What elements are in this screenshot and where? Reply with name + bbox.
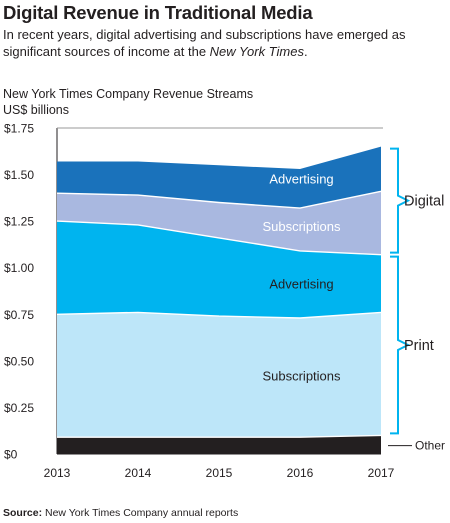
area-digital-subscriptions	[57, 191, 381, 255]
area-print-subscriptions	[57, 312, 381, 438]
separator-print-subscriptions	[56, 311, 382, 319]
source-text: New York Times Company annual reports	[42, 507, 239, 519]
y-tick-label: $1.75	[4, 122, 34, 136]
x-tick-label: 2017	[368, 466, 395, 480]
x-tick-label: 2015	[206, 466, 233, 480]
area-print-advertising	[57, 221, 381, 318]
area-digital-advertising	[57, 146, 381, 209]
y-tick-label: $0.25	[4, 401, 34, 415]
series-label-print-advertising: Advertising	[269, 277, 333, 292]
series-label-other: Other	[415, 439, 445, 453]
source-note: Source: New York Times Company annual re…	[3, 507, 238, 519]
series-label-print-subscriptions: Subscriptions	[262, 368, 341, 383]
y-tick-label: $1.50	[4, 168, 34, 182]
chart-title: New York Times Company Revenue Streams	[3, 87, 254, 101]
y-tick-label: $0.50	[4, 354, 34, 368]
x-tick-label: 2013	[44, 466, 71, 480]
separator-other	[57, 434, 382, 438]
y-tick-label: $1.00	[4, 261, 34, 275]
subtitle-text: In recent years, digital advertising and…	[3, 27, 406, 59]
separator-digital-subscriptions	[56, 190, 382, 209]
source-label: Source:	[3, 507, 43, 519]
subtitle-italic-text: New York Times	[209, 44, 304, 59]
page-title: Digital Revenue in Traditional Media	[3, 2, 313, 23]
separator-print-advertising	[56, 220, 382, 256]
group-label-print: Print	[404, 338, 434, 354]
y-tick-label: $0	[4, 448, 18, 462]
page-subtitle: In recent years, digital advertising and…	[3, 26, 448, 60]
group-label-digital: Digital	[404, 194, 444, 210]
x-tick-label: 2016	[287, 466, 314, 480]
subtitle-end-text: .	[303, 44, 308, 59]
x-tick-label: 2014	[125, 466, 152, 480]
y-tick-label: $0.75	[4, 308, 34, 322]
series-label-digital-subscriptions: Subscriptions	[262, 219, 341, 234]
series-label-digital-advertising: Advertising	[269, 171, 333, 186]
area-other	[57, 435, 381, 454]
bracket-digital	[390, 147, 411, 254]
y-axis-label: US$ billions	[3, 103, 70, 117]
y-tick-label: $1.25	[4, 215, 34, 229]
bracket-print	[390, 255, 411, 435]
